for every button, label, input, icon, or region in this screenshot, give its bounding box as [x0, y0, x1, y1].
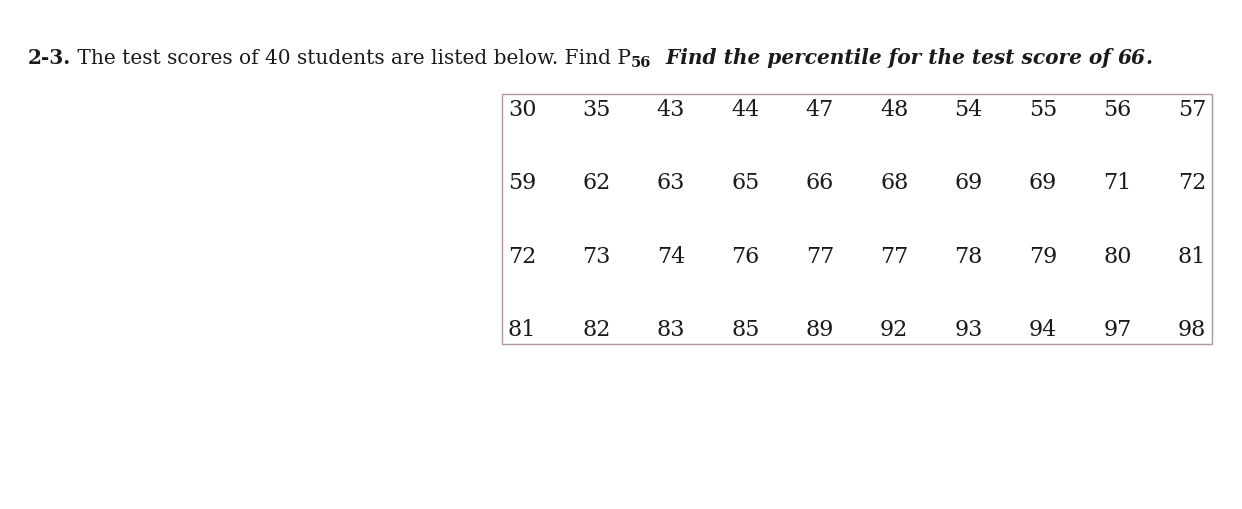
- Text: 66: 66: [806, 172, 833, 194]
- Text: 92: 92: [881, 318, 908, 341]
- Text: 59: 59: [508, 172, 537, 194]
- Text: 98: 98: [1177, 318, 1206, 341]
- Text: 72: 72: [1177, 172, 1206, 194]
- Bar: [502, 95, 1212, 344]
- Text: 57: 57: [1177, 99, 1206, 121]
- Text: 65: 65: [732, 172, 759, 194]
- Text: 72: 72: [508, 245, 537, 267]
- Text: 30: 30: [508, 99, 537, 121]
- Text: 69: 69: [955, 172, 982, 194]
- Text: 71: 71: [1103, 172, 1131, 194]
- Text: 97: 97: [1103, 318, 1131, 341]
- Text: 54: 54: [955, 99, 982, 121]
- Text: 82: 82: [582, 318, 611, 341]
- Text: The test scores of 40 students are listed below. Find P: The test scores of 40 students are liste…: [71, 48, 631, 67]
- Text: 74: 74: [657, 245, 686, 267]
- Text: 62: 62: [582, 172, 611, 194]
- Text: 80: 80: [1103, 245, 1131, 267]
- Text: 73: 73: [582, 245, 611, 267]
- Text: 56: 56: [1103, 99, 1131, 121]
- Text: 63: 63: [657, 172, 686, 194]
- Text: 85: 85: [732, 318, 760, 341]
- Text: 81: 81: [508, 318, 537, 341]
- Text: 77: 77: [881, 245, 908, 267]
- Text: 47: 47: [806, 99, 833, 121]
- Text: 77: 77: [806, 245, 833, 267]
- Text: 2-3.: 2-3.: [29, 48, 71, 68]
- Text: 55: 55: [1028, 99, 1057, 121]
- Text: Find the percentile for the test score of: Find the percentile for the test score o…: [652, 48, 1118, 68]
- Text: 43: 43: [657, 99, 686, 121]
- Text: 93: 93: [955, 318, 982, 341]
- Text: 94: 94: [1028, 318, 1057, 341]
- Text: 81: 81: [1177, 245, 1206, 267]
- Text: .: .: [1145, 48, 1153, 68]
- Text: 68: 68: [881, 172, 908, 194]
- Text: 79: 79: [1028, 245, 1057, 267]
- Text: 78: 78: [955, 245, 982, 267]
- Text: 56: 56: [631, 56, 652, 70]
- Text: 83: 83: [657, 318, 686, 341]
- Text: 76: 76: [732, 245, 759, 267]
- Text: 48: 48: [881, 99, 908, 121]
- Text: 35: 35: [582, 99, 611, 121]
- Text: 44: 44: [732, 99, 759, 121]
- Text: 89: 89: [806, 318, 833, 341]
- Text: 69: 69: [1028, 172, 1057, 194]
- Text: 66: 66: [1118, 48, 1145, 68]
